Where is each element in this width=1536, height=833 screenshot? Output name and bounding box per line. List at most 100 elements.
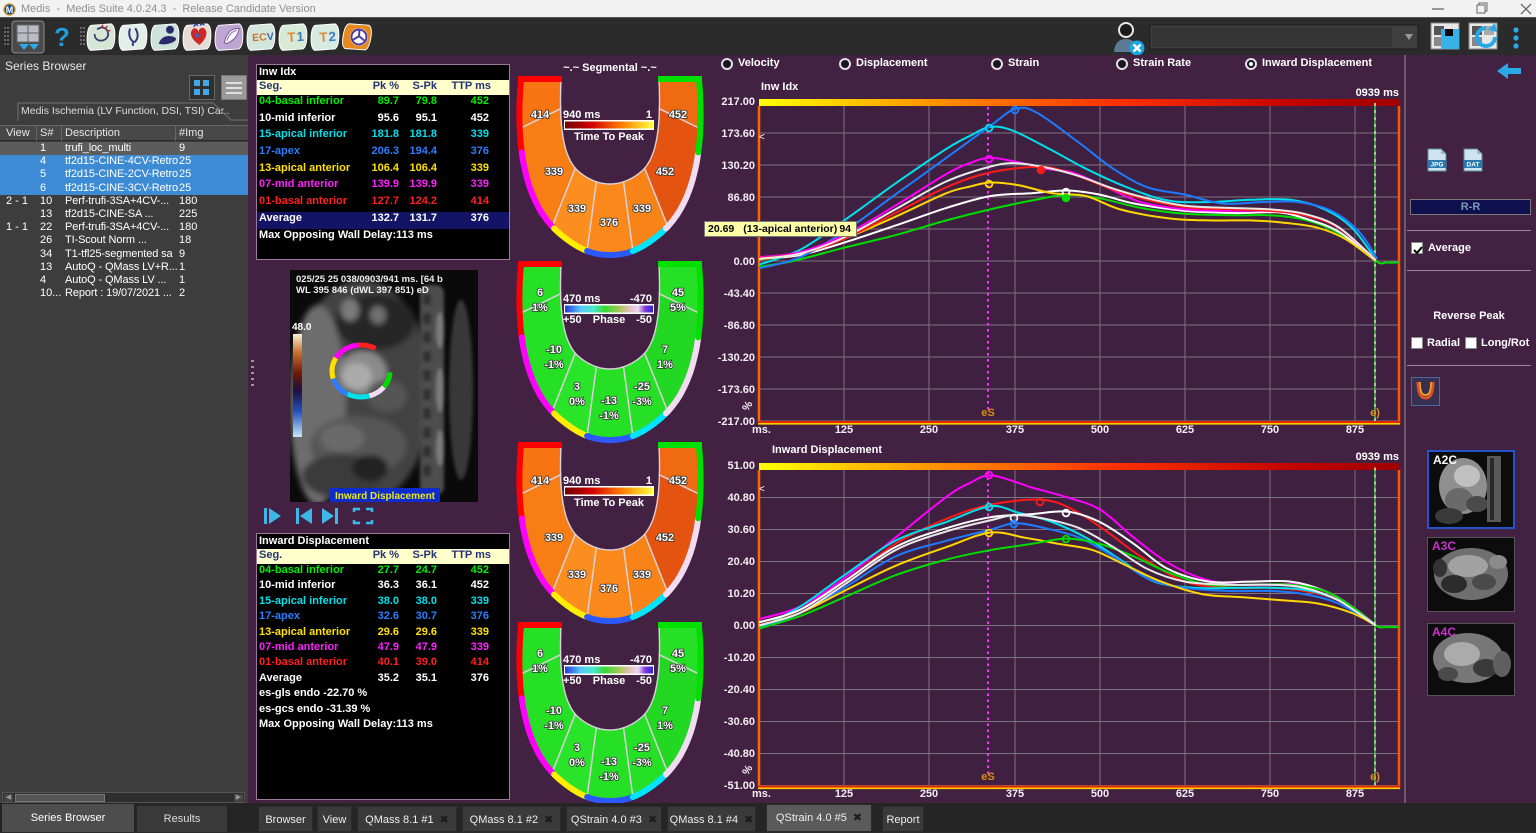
svg-text:125: 125	[835, 424, 853, 436]
svg-text:452: 452	[656, 532, 674, 544]
svg-text:452: 452	[669, 109, 687, 121]
svg-text:1%: 1%	[532, 663, 548, 675]
svg-text:5%: 5%	[670, 663, 686, 675]
svg-text:48.0: 48.0	[292, 322, 312, 333]
svg-text:0%: 0%	[569, 757, 585, 769]
svg-text:40.80: 40.80	[727, 492, 755, 504]
svg-text:%: %	[740, 399, 755, 414]
svg-text:-30.60: -30.60	[724, 716, 755, 728]
svg-text:339: 339	[633, 203, 651, 215]
svg-text:%: %	[740, 763, 755, 778]
svg-text:500: 500	[1091, 424, 1109, 436]
svg-text:-10: -10	[546, 344, 562, 356]
svg-text:-217.00: -217.00	[718, 416, 755, 428]
svg-text:250: 250	[920, 424, 938, 436]
svg-text:T: T	[287, 29, 296, 45]
svg-text:<: <	[759, 484, 765, 495]
svg-text:-1%: -1%	[544, 720, 564, 732]
svg-text:Phase: Phase	[593, 675, 625, 687]
svg-text:-25: -25	[634, 742, 650, 754]
svg-text:-10: -10	[546, 705, 562, 717]
svg-text:45: 45	[672, 648, 684, 660]
svg-text:ms.: ms.	[752, 788, 771, 800]
svg-text:-3%: -3%	[632, 396, 652, 408]
svg-text:<: <	[759, 132, 765, 143]
svg-text:-1%: -1%	[599, 771, 619, 783]
svg-text:-43.40: -43.40	[724, 288, 755, 300]
svg-text:1: 1	[646, 109, 652, 121]
svg-text:173.60: 173.60	[721, 128, 755, 140]
svg-text:DAT: DAT	[1467, 162, 1480, 169]
svg-text:1%: 1%	[657, 720, 673, 732]
svg-text:eS: eS	[981, 771, 994, 783]
svg-text:5%: 5%	[670, 302, 686, 314]
svg-text:1%: 1%	[532, 302, 548, 314]
svg-text:414: 414	[531, 475, 550, 487]
svg-text:470 ms: 470 ms	[563, 654, 600, 666]
svg-text:-173.60: -173.60	[718, 384, 755, 396]
svg-text:-13: -13	[601, 395, 617, 407]
svg-text:375: 375	[1006, 788, 1024, 800]
svg-text:2: 2	[328, 29, 336, 44]
svg-text:+50: +50	[563, 314, 582, 326]
svg-text:1: 1	[646, 475, 652, 487]
svg-text:-86.80: -86.80	[724, 320, 755, 332]
svg-text:0939 ms: 0939 ms	[1356, 87, 1399, 99]
svg-text:-3%: -3%	[632, 757, 652, 769]
svg-text:0.00: 0.00	[734, 256, 755, 268]
svg-text:125: 125	[835, 788, 853, 800]
svg-text:025/25 25 038/0903/941 ms. [6: 025/25 25 038/0903/941 ms. [64 b	[296, 274, 443, 285]
svg-text:M: M	[6, 5, 14, 15]
svg-text:T: T	[319, 29, 328, 45]
svg-text:3: 3	[574, 742, 580, 754]
svg-text:452: 452	[656, 166, 674, 178]
svg-text:10.20: 10.20	[727, 588, 755, 600]
svg-text:414: 414	[531, 109, 550, 121]
svg-text:-40.80: -40.80	[724, 748, 755, 760]
svg-text:Time To Peak: Time To Peak	[574, 497, 645, 509]
svg-text:e): e)	[1370, 771, 1380, 783]
svg-text:eS: eS	[981, 407, 994, 419]
svg-text:+50: +50	[563, 675, 582, 687]
svg-text:0939 ms: 0939 ms	[1356, 451, 1399, 463]
svg-text:0%: 0%	[569, 396, 585, 408]
svg-text:875: 875	[1346, 788, 1364, 800]
svg-text:250: 250	[920, 788, 938, 800]
svg-text:339: 339	[633, 569, 651, 581]
svg-text:750: 750	[1261, 424, 1279, 436]
svg-text:Phase: Phase	[593, 314, 625, 326]
svg-text:1%: 1%	[657, 359, 673, 371]
svg-text:-51.00: -51.00	[724, 780, 755, 792]
svg-text:WL 395 846 (dWL 397 851) eD: WL 395 846 (dWL 397 851) eD	[296, 285, 429, 296]
svg-text:ms.: ms.	[752, 424, 771, 436]
svg-text:Inward Displacement: Inward Displacement	[335, 491, 436, 502]
svg-text:3: 3	[574, 381, 580, 393]
svg-text:376: 376	[600, 217, 618, 229]
svg-text:JPG: JPG	[1430, 162, 1443, 169]
svg-text:-50: -50	[636, 675, 652, 687]
svg-text:-130.20: -130.20	[718, 352, 755, 364]
svg-text:30.60: 30.60	[727, 524, 755, 536]
svg-text:51.00: 51.00	[727, 460, 755, 472]
svg-text:7: 7	[662, 705, 668, 717]
svg-text:940 ms: 940 ms	[563, 475, 600, 487]
svg-text:-1%: -1%	[599, 410, 619, 422]
svg-text:6: 6	[537, 287, 543, 299]
svg-text:339: 339	[545, 166, 563, 178]
svg-text:ECV: ECV	[252, 31, 274, 44]
svg-text:-470: -470	[630, 654, 652, 666]
svg-text:339: 339	[545, 532, 563, 544]
svg-text:376: 376	[600, 583, 618, 595]
svg-text:875: 875	[1346, 424, 1364, 436]
svg-text:-25: -25	[634, 381, 650, 393]
svg-text:86.80: 86.80	[727, 192, 755, 204]
svg-text:Inward Displacement: Inward Displacement	[772, 444, 882, 456]
svg-text:375: 375	[1006, 424, 1024, 436]
svg-text:-13: -13	[601, 756, 617, 768]
svg-text:Inw Idx: Inw Idx	[761, 81, 799, 93]
svg-text:1: 1	[296, 29, 304, 44]
svg-text:217.00: 217.00	[721, 96, 755, 108]
svg-text:750: 750	[1261, 788, 1279, 800]
svg-text:-10.20: -10.20	[724, 652, 755, 664]
svg-text:?: ?	[54, 22, 70, 52]
